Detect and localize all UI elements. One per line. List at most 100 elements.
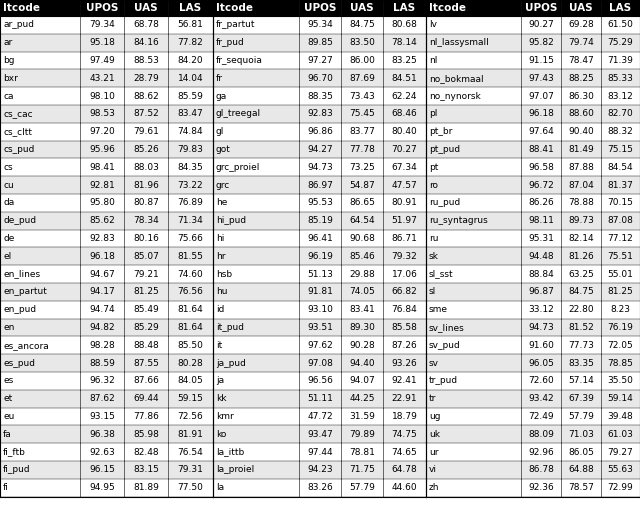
Text: 93.51: 93.51 [307, 323, 333, 332]
Text: 94.82: 94.82 [89, 323, 115, 332]
Text: 62.24: 62.24 [392, 92, 417, 100]
Text: 88.35: 88.35 [307, 92, 333, 100]
Bar [426, 318, 640, 336]
Bar [0, 301, 213, 318]
Text: he: he [216, 199, 227, 207]
Text: 72.99: 72.99 [607, 483, 634, 492]
Text: 81.96: 81.96 [133, 181, 159, 189]
Text: 81.52: 81.52 [568, 323, 594, 332]
Bar [0, 0, 80, 16]
Text: cs_cac: cs_cac [3, 110, 33, 118]
Text: 97.43: 97.43 [528, 74, 554, 83]
Text: 79.31: 79.31 [177, 465, 204, 475]
Text: 94.74: 94.74 [89, 305, 115, 314]
Text: 33.12: 33.12 [528, 305, 554, 314]
Text: 81.26: 81.26 [568, 252, 594, 261]
Text: es: es [3, 376, 13, 386]
Text: ca: ca [3, 92, 13, 100]
Text: 88.62: 88.62 [133, 92, 159, 100]
Text: 97.62: 97.62 [307, 341, 333, 350]
Bar [213, 123, 426, 141]
Text: 71.75: 71.75 [349, 465, 375, 475]
Text: 95.82: 95.82 [528, 38, 554, 47]
Text: 66.82: 66.82 [392, 287, 417, 296]
Text: da: da [3, 199, 14, 207]
Bar [426, 354, 640, 372]
Text: 92.83: 92.83 [89, 234, 115, 243]
Text: hu: hu [216, 287, 227, 296]
Bar [213, 461, 426, 479]
Text: cs: cs [3, 163, 13, 172]
Bar [299, 0, 341, 16]
Bar [168, 0, 213, 16]
Bar [0, 390, 213, 408]
Text: 89.73: 89.73 [568, 216, 594, 225]
Text: 57.79: 57.79 [349, 483, 375, 492]
Text: 96.56: 96.56 [307, 376, 333, 386]
Text: 83.25: 83.25 [392, 56, 417, 65]
Text: kk: kk [216, 394, 227, 403]
Text: 85.26: 85.26 [133, 145, 159, 154]
Bar [0, 212, 213, 229]
Text: 97.08: 97.08 [307, 358, 333, 368]
Text: gl_treegal: gl_treegal [216, 110, 261, 118]
Text: 22.91: 22.91 [392, 394, 417, 403]
Text: 98.53: 98.53 [89, 110, 115, 118]
Bar [213, 408, 426, 425]
Bar [426, 479, 640, 497]
Text: 83.12: 83.12 [607, 92, 634, 100]
Text: es_pud: es_pud [3, 358, 35, 368]
Text: nl_lassysmall: nl_lassysmall [429, 38, 489, 47]
Text: 84.75: 84.75 [349, 20, 375, 29]
Bar [426, 372, 640, 390]
Text: 84.20: 84.20 [178, 56, 204, 65]
Text: 94.17: 94.17 [89, 287, 115, 296]
Text: 79.74: 79.74 [568, 38, 594, 47]
Text: 90.68: 90.68 [349, 234, 375, 243]
Bar [0, 176, 213, 194]
Text: 76.56: 76.56 [177, 287, 204, 296]
Text: 96.41: 96.41 [307, 234, 333, 243]
Text: hsb: hsb [216, 270, 232, 279]
Bar [426, 176, 640, 194]
Bar [213, 318, 426, 336]
Bar [0, 372, 213, 390]
Text: no_nynorsk: no_nynorsk [429, 92, 481, 100]
Text: 59.15: 59.15 [177, 394, 204, 403]
Text: 76.89: 76.89 [177, 199, 204, 207]
Text: 29.88: 29.88 [349, 270, 375, 279]
Text: 47.72: 47.72 [307, 412, 333, 421]
Text: 77.78: 77.78 [349, 145, 375, 154]
Text: 75.29: 75.29 [607, 38, 634, 47]
Text: 86.78: 86.78 [528, 465, 554, 475]
Text: 80.28: 80.28 [178, 358, 204, 368]
Text: 80.68: 80.68 [392, 20, 417, 29]
Text: sl: sl [429, 287, 436, 296]
Text: en_lines: en_lines [3, 270, 40, 279]
Text: LAS: LAS [609, 3, 632, 13]
Bar [213, 229, 426, 247]
Text: 83.41: 83.41 [349, 305, 375, 314]
Text: 88.48: 88.48 [133, 341, 159, 350]
Text: 94.07: 94.07 [349, 376, 375, 386]
Text: 31.59: 31.59 [349, 412, 375, 421]
Bar [213, 265, 426, 283]
Text: got: got [216, 145, 231, 154]
Text: 67.34: 67.34 [392, 163, 417, 172]
Text: 14.04: 14.04 [178, 74, 204, 83]
Text: 73.25: 73.25 [349, 163, 375, 172]
Text: 39.48: 39.48 [607, 412, 634, 421]
Text: eu: eu [3, 412, 14, 421]
Text: it: it [216, 341, 222, 350]
Text: de: de [3, 234, 14, 243]
Bar [426, 0, 521, 16]
Text: UPOS: UPOS [304, 3, 336, 13]
Text: 87.88: 87.88 [568, 163, 594, 172]
Text: grc_proiel: grc_proiel [216, 163, 260, 172]
Text: 84.54: 84.54 [608, 163, 634, 172]
Text: 95.80: 95.80 [89, 199, 115, 207]
Text: 79.32: 79.32 [392, 252, 417, 261]
Text: 84.16: 84.16 [133, 38, 159, 47]
Text: 93.15: 93.15 [89, 412, 115, 421]
Text: 87.52: 87.52 [133, 110, 159, 118]
